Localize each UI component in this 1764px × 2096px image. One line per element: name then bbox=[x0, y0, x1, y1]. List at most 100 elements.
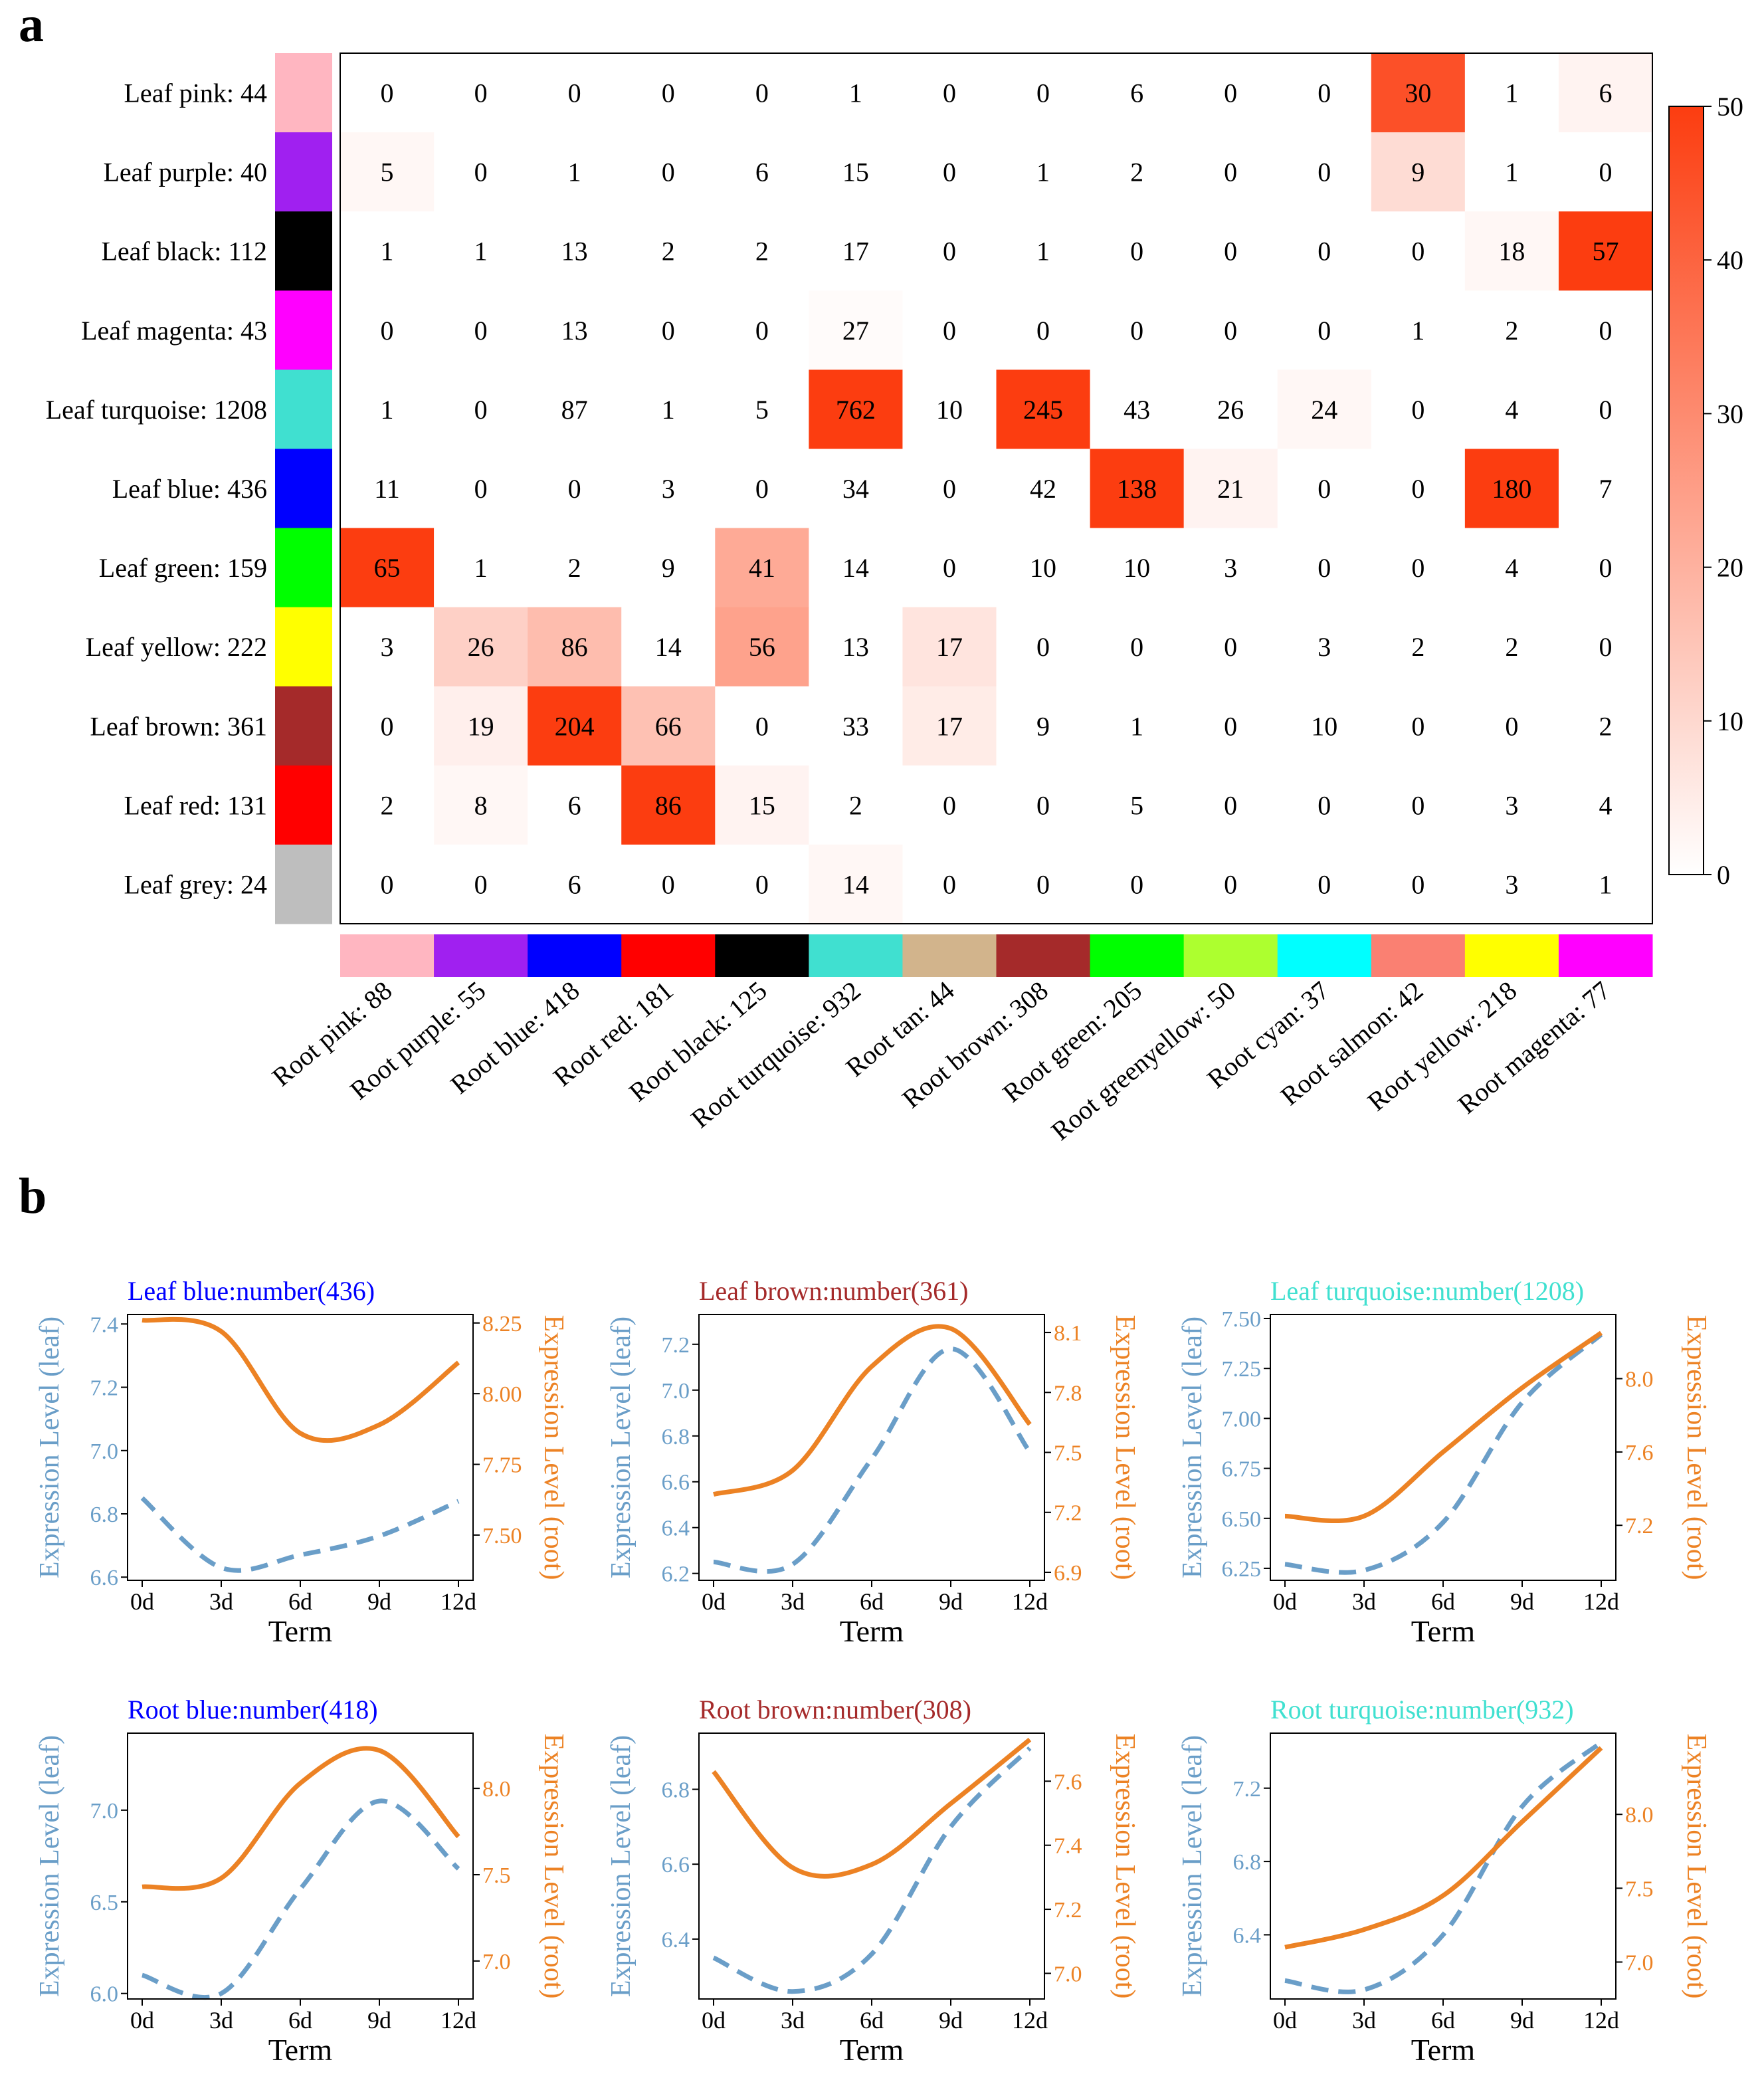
cell-value: 14 bbox=[655, 632, 682, 662]
heatmap-cell bbox=[528, 765, 622, 845]
right-axis-title: Expression Level (root) bbox=[1681, 1734, 1712, 1999]
heatmap-cell bbox=[621, 528, 716, 608]
line-charts: Leaf blue:number(436)6.66.87.07.27.47.50… bbox=[35, 1276, 1712, 2067]
cell-value: 0 bbox=[1599, 395, 1612, 425]
right-tick-label: 6.9 bbox=[1054, 1561, 1082, 1586]
heatmap-cell bbox=[434, 132, 528, 212]
cell-value: 0 bbox=[1411, 869, 1424, 899]
cell-value: 0 bbox=[568, 78, 581, 108]
cell-value: 2 bbox=[1130, 157, 1143, 187]
left-tick-label: 6.8 bbox=[1233, 1850, 1262, 1875]
cell-value: 2 bbox=[1505, 632, 1518, 662]
cell-value: 17 bbox=[842, 237, 869, 266]
cell-value: 5 bbox=[755, 395, 769, 425]
cell-value: 180 bbox=[1492, 474, 1531, 504]
col-color-swatch bbox=[528, 934, 622, 977]
heatmap-cell bbox=[1464, 686, 1559, 766]
cell-value: 9 bbox=[662, 553, 675, 583]
x-tick-label: 6d bbox=[1431, 2007, 1455, 2034]
heatmap-cell bbox=[809, 132, 903, 212]
colorbar-tick-label: 40 bbox=[1717, 245, 1743, 275]
cell-value: 13 bbox=[842, 632, 869, 662]
cell-value: 0 bbox=[1036, 78, 1050, 108]
cell-value: 1 bbox=[474, 237, 488, 266]
panel-label-a: a bbox=[19, 0, 44, 52]
cell-value: 24 bbox=[1311, 395, 1337, 425]
col-color-swatch bbox=[621, 934, 716, 977]
left-axis-title: Expression Level (leaf) bbox=[606, 1735, 637, 1997]
left-tick-label: 6.8 bbox=[662, 1425, 690, 1449]
cell-value: 6 bbox=[568, 790, 581, 820]
cell-value: 0 bbox=[1318, 790, 1331, 820]
left-tick-label: 7.0 bbox=[90, 1439, 119, 1464]
chart-title: Root blue:number(418) bbox=[128, 1695, 378, 1725]
cell-value: 10 bbox=[936, 395, 963, 425]
left-tick-label: 6.25 bbox=[1222, 1557, 1262, 1582]
heatmap-cell bbox=[715, 844, 809, 924]
line-chart: Leaf brown:number(361) 6.2 6.4 6.6 6.8 7.0 7.2… bbox=[606, 1276, 1140, 1648]
cell-value: 34 bbox=[842, 474, 869, 504]
left-tick-label: 6.50 bbox=[1222, 1507, 1262, 1532]
col-color-swatch bbox=[902, 934, 997, 977]
right-tick-label: 7.4 bbox=[1054, 1834, 1082, 1859]
heatmap-cell bbox=[996, 686, 1091, 766]
cell-value: 86 bbox=[561, 632, 588, 662]
right-tick-label: 7.6 bbox=[1625, 1441, 1654, 1465]
cell-value: 17 bbox=[936, 711, 963, 741]
cell-value: 8 bbox=[474, 790, 488, 820]
root-series-line bbox=[1284, 1746, 1603, 1950]
cell-value: 15 bbox=[842, 157, 869, 187]
x-axis-title: Term bbox=[1411, 1614, 1476, 1648]
cell-value: 33 bbox=[842, 711, 869, 741]
heatmap-cell bbox=[1558, 765, 1653, 845]
col-color-swatch bbox=[715, 934, 809, 977]
cell-value: 0 bbox=[1318, 869, 1331, 899]
cell-value: 3 bbox=[381, 632, 394, 662]
cell-value: 4 bbox=[1505, 553, 1518, 583]
cell-value: 0 bbox=[1599, 316, 1612, 346]
cell-value: 1 bbox=[1505, 157, 1518, 187]
heatmap-cell bbox=[715, 686, 809, 766]
cell-value: 0 bbox=[474, 78, 488, 108]
heatmap-cell bbox=[1371, 607, 1466, 687]
cell-value: 6 bbox=[568, 869, 581, 899]
cell-value: 1 bbox=[662, 395, 675, 425]
cell-value: 6 bbox=[1599, 78, 1612, 108]
row-label: Leaf brown: 361 bbox=[90, 711, 267, 741]
left-tick-label: 7.2 bbox=[90, 1376, 119, 1401]
heatmap-cell bbox=[621, 369, 716, 449]
right-axis-title: Expression Level (root) bbox=[538, 1315, 569, 1580]
right-tick-label: 8.1 bbox=[1054, 1321, 1082, 1346]
line-chart: Root turquoise:number(932) 6.4 6.8 7.2 7.0 7.… bbox=[1177, 1695, 1712, 2067]
right-tick-label: 8.0 bbox=[1625, 1803, 1654, 1828]
heatmap-cell bbox=[1464, 844, 1559, 924]
heatmap-cell bbox=[1371, 686, 1466, 766]
cell-value: 0 bbox=[1318, 474, 1331, 504]
cell-value: 0 bbox=[1411, 553, 1424, 583]
cell-value: 0 bbox=[755, 78, 769, 108]
x-tick-label: 0d bbox=[130, 2007, 154, 2034]
heatmap-cell bbox=[528, 211, 622, 291]
heatmap-cell bbox=[996, 211, 1091, 291]
colorbar-tick-label: 0 bbox=[1717, 860, 1730, 890]
x-tick-label: 9d bbox=[939, 2007, 963, 2034]
heatmap-cell bbox=[902, 686, 997, 766]
chart-title: Leaf blue:number(436) bbox=[128, 1276, 375, 1306]
cell-value: 1 bbox=[1599, 869, 1612, 899]
heatmap-cell bbox=[1371, 765, 1466, 845]
cell-value: 2 bbox=[568, 553, 581, 583]
heatmap-cell bbox=[809, 369, 903, 449]
x-tick-label: 12d bbox=[441, 1588, 476, 1615]
heatmap-cell bbox=[1464, 53, 1559, 133]
cell-value: 1 bbox=[474, 553, 488, 583]
heatmap-cell bbox=[1558, 528, 1653, 608]
col-color-swatch bbox=[1464, 934, 1559, 977]
col-color-swatch bbox=[1371, 934, 1466, 977]
row-label: Leaf purple: 40 bbox=[103, 157, 267, 187]
cell-value: 0 bbox=[943, 237, 956, 266]
cell-value: 65 bbox=[374, 553, 401, 583]
cell-value: 4 bbox=[1505, 395, 1518, 425]
chart-title: Leaf turquoise:number(1208) bbox=[1270, 1276, 1584, 1306]
heatmap-cell bbox=[1183, 528, 1278, 608]
heatmap-cell bbox=[902, 290, 997, 370]
